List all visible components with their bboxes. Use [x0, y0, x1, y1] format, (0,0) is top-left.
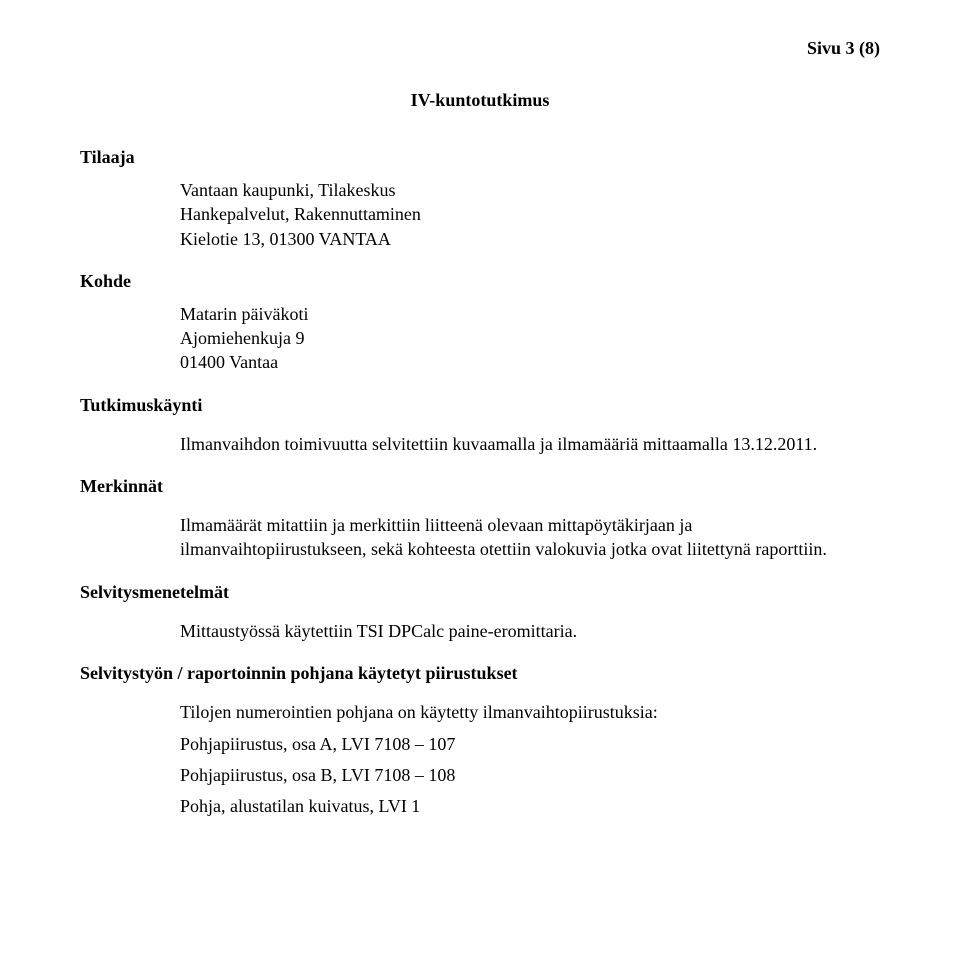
selvitystyo-item: Pohjapiirustus, osa A, LVI 7108 – 107	[180, 734, 880, 755]
tutkimuskaynti-text: Ilmanvaihdon toimivuutta selvitettiin ku…	[180, 432, 880, 456]
tilaaja-line: Vantaan kaupunki, Tilakeskus	[180, 178, 880, 202]
merkinnat-text: Ilmamäärät mitattiin ja merkittiin liitt…	[180, 513, 880, 562]
heading-tilaaja: Tilaaja	[80, 147, 880, 168]
tilaaja-block: Vantaan kaupunki, Tilakeskus Hankepalvel…	[180, 178, 880, 251]
tilaaja-line: Kielotie 13, 01300 VANTAA	[180, 227, 880, 251]
heading-merkinnat: Merkinnät	[80, 476, 880, 497]
selvitystyo-intro: Tilojen numerointien pohjana on käytetty…	[180, 700, 880, 724]
heading-selvitystyo: Selvitystyön / raportoinnin pohjana käyt…	[80, 663, 880, 684]
heading-kohde: Kohde	[80, 271, 880, 292]
page-number: Sivu 3 (8)	[807, 38, 880, 59]
tilaaja-line: Hankepalvelut, Rakennuttaminen	[180, 202, 880, 226]
selvitystyo-item: Pohja, alustatilan kuivatus, LVI 1	[180, 796, 880, 817]
document-title: IV-kuntotutkimus	[80, 90, 880, 111]
heading-selvitysmenetelmat: Selvitysmenetelmät	[80, 582, 880, 603]
kohde-block: Matarin päiväkoti Ajomiehenkuja 9 01400 …	[180, 302, 880, 375]
kohde-line: 01400 Vantaa	[180, 350, 880, 374]
kohde-line: Matarin päiväkoti	[180, 302, 880, 326]
heading-tutkimuskaynti: Tutkimuskäynti	[80, 395, 880, 416]
selvitysmenetelmat-text: Mittaustyössä käytettiin TSI DPCalc pain…	[180, 619, 880, 643]
kohde-line: Ajomiehenkuja 9	[180, 326, 880, 350]
selvitystyo-item: Pohjapiirustus, osa B, LVI 7108 – 108	[180, 765, 880, 786]
